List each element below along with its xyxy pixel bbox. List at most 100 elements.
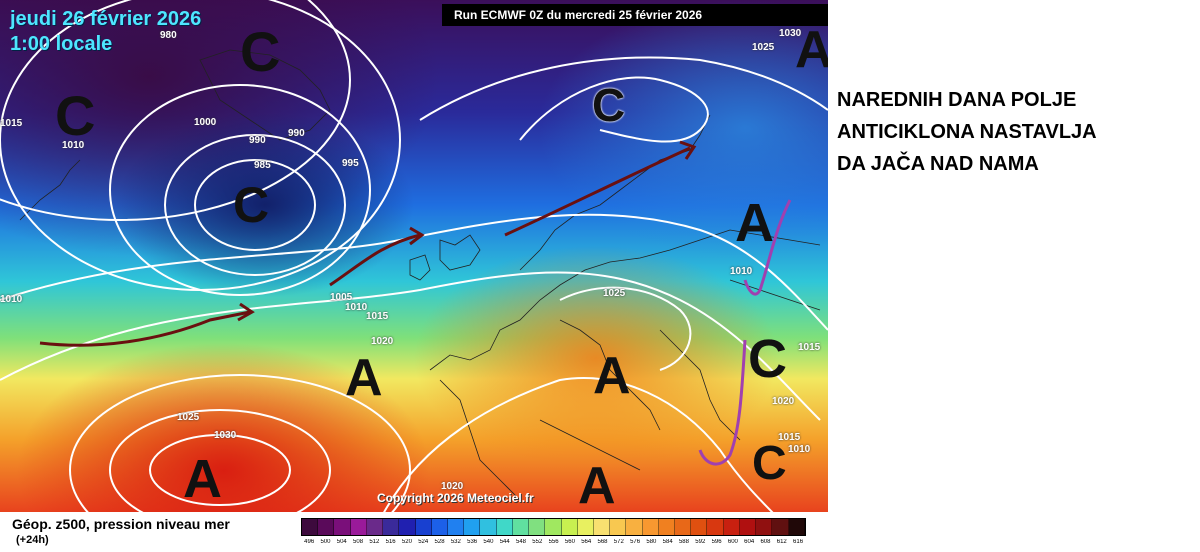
scale-tick-label: 564	[581, 539, 592, 545]
isobar-label: 1025	[177, 412, 200, 423]
scale-tick-label: 588	[678, 539, 689, 545]
color-swatch	[334, 519, 351, 535]
scale-tick-label: 552	[532, 539, 543, 545]
isobar-label: 990	[288, 128, 305, 139]
isobar-label: 1010	[730, 266, 753, 277]
color-swatch	[464, 519, 481, 535]
scale-tick-label: 516	[385, 539, 396, 545]
legend-title: Géop. z500, pression niveau mer	[12, 516, 230, 532]
low-pressure-marker: C	[752, 437, 787, 490]
scale-tick-label: 540	[483, 539, 494, 545]
scale-tick-label: 572	[613, 539, 624, 545]
color-swatch	[561, 519, 578, 535]
scale-tick-label: 608	[760, 539, 771, 545]
color-swatch	[610, 519, 627, 535]
isobar-label: 1030	[779, 28, 802, 39]
scale-tick-label: 536	[467, 539, 478, 545]
color-swatch	[302, 519, 319, 535]
isobar-label: 1010	[0, 294, 23, 305]
color-swatch	[545, 519, 562, 535]
color-swatch	[788, 519, 805, 535]
scale-tick-label: 604	[744, 539, 755, 545]
scale-tick-label: 532	[450, 539, 461, 545]
isobar-label: 980	[160, 30, 177, 41]
scale-tick-label: 544	[499, 539, 510, 545]
isobar-label: 995	[342, 158, 359, 169]
color-swatch	[642, 519, 659, 535]
scale-tick-label: 520	[401, 539, 412, 545]
isobar-label: 1010	[62, 140, 85, 151]
isobar-label: 985	[254, 160, 271, 171]
color-swatch	[399, 519, 416, 535]
map-graphic	[0, 0, 828, 512]
scale-tick-label: 580	[646, 539, 657, 545]
high-pressure-marker: A	[183, 449, 222, 509]
color-swatch	[480, 519, 497, 535]
date-label: jeudi 26 février 2026	[10, 8, 202, 30]
scale-tick-label: 592	[695, 539, 706, 545]
color-swatch	[383, 519, 400, 535]
low-pressure-marker: C	[55, 84, 96, 147]
color-swatch	[723, 519, 740, 535]
high-pressure-marker: A	[578, 457, 616, 512]
scale-tick-label: 508	[353, 539, 364, 545]
color-swatch	[772, 519, 789, 535]
scale-tick-label: 612	[776, 539, 787, 545]
scale-tick-label: 524	[418, 539, 429, 545]
color-swatch	[577, 519, 594, 535]
color-swatch	[529, 519, 546, 535]
color-scale-bar	[301, 518, 806, 536]
color-swatch	[739, 519, 757, 535]
color-swatch	[350, 519, 367, 535]
isobar-label: 1015	[366, 311, 389, 322]
color-swatch	[626, 519, 643, 535]
high-pressure-marker: A	[345, 349, 383, 407]
isobar-label: 1015	[798, 342, 821, 353]
color-swatch	[447, 519, 465, 535]
scale-tick-label: 584	[662, 539, 673, 545]
color-swatch	[496, 519, 513, 535]
isobar-label: 1025	[603, 288, 626, 299]
trough-lines	[698, 199, 792, 466]
color-swatch	[675, 519, 692, 535]
isobar-label: 1010	[345, 302, 368, 313]
map-legend: Géop. z500, pression niveau mer (+24h) 4…	[0, 512, 828, 552]
isobars	[0, 0, 828, 512]
isobar-label: 1030	[214, 430, 237, 441]
cool-air-shading	[0, 0, 828, 512]
color-swatch	[658, 519, 676, 535]
forecast-annotation: NAREDNIH DANA POLJE ANTICIKLONA NASTAVLJ…	[837, 84, 1177, 180]
weather-map: jeudi 26 février 2026 1:00 locale Run EC…	[0, 0, 828, 512]
isobar-label: 990	[249, 135, 266, 146]
time-label: 1:00 locale	[10, 33, 113, 55]
isobar-label: 1020	[441, 481, 464, 492]
isobar-label: 1015	[778, 432, 801, 443]
scale-tick-label: 568	[597, 539, 608, 545]
low-pressure-marker: C	[592, 79, 626, 131]
isobar-label: 1015	[0, 118, 23, 129]
color-swatch	[415, 519, 432, 535]
color-swatch	[318, 519, 335, 535]
scale-tick-label: 596	[711, 539, 722, 545]
scale-tick-label: 576	[630, 539, 641, 545]
color-swatch	[691, 519, 708, 535]
isobar-label: 1005	[330, 292, 353, 303]
scale-tick-label: 600	[727, 539, 738, 545]
isobar-label: 1025	[752, 42, 775, 53]
color-swatch	[707, 519, 724, 535]
annotation-line: ANTICIKLONA NASTAVLJA	[837, 121, 1097, 143]
scale-tick-label: 548	[516, 539, 527, 545]
color-swatch	[431, 519, 448, 535]
color-swatch	[593, 519, 611, 535]
annotation-line: DA JAČA NAD NAMA	[837, 153, 1039, 175]
scale-tick-label: 528	[434, 539, 445, 545]
scale-tick-label: 512	[369, 539, 380, 545]
high-pressure-marker: A	[795, 21, 828, 79]
color-swatch	[756, 519, 773, 535]
scale-tick-label: 616	[793, 539, 804, 545]
low-pressure-marker: C	[240, 20, 281, 83]
scale-tick-label: 496	[304, 539, 315, 545]
scale-tick-label: 556	[548, 539, 559, 545]
annotation-line: NAREDNIH DANA POLJE	[837, 89, 1077, 111]
low-pressure-marker: C	[748, 329, 787, 389]
